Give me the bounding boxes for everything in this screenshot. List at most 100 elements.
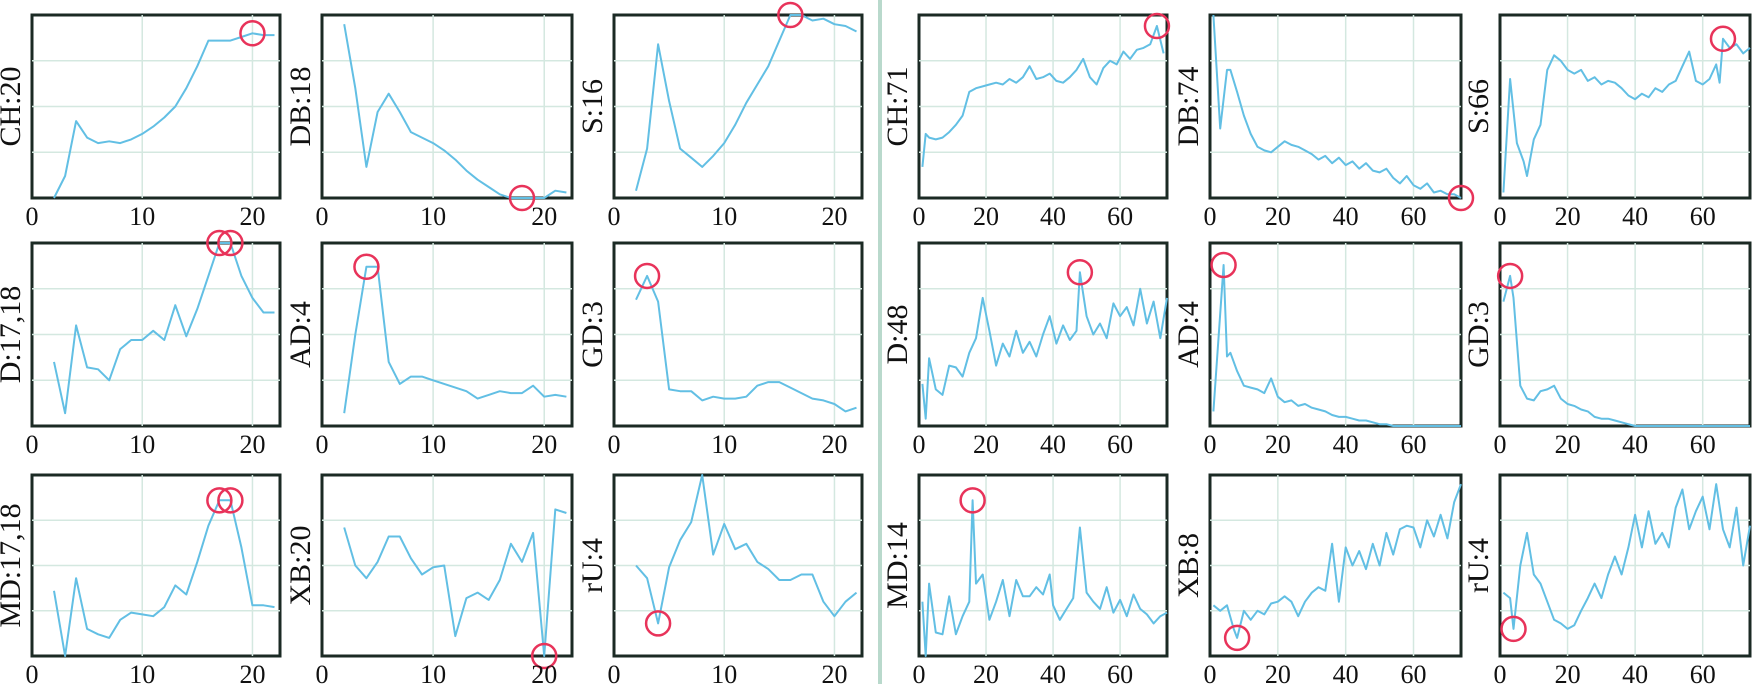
x-tick-label: 10 [711, 660, 737, 684]
panel-gd-3-marked-point [633, 262, 661, 290]
panel-ch-71-marked-point [1143, 12, 1171, 40]
x-tick-label: 0 [608, 202, 621, 231]
x-tick-label: 60 [1401, 660, 1427, 684]
x-tick-label: 20 [1265, 202, 1291, 231]
panel-md-17-18-marked-point [217, 487, 244, 514]
x-tick-label: 0 [913, 660, 926, 684]
x-tick-label: 20 [239, 660, 265, 684]
panel-ru-4-series-line [635, 474, 858, 625]
panel-ru-4-series-line [1502, 483, 1751, 630]
panel-md-17-18-series-line [53, 499, 275, 657]
panel-gd-3-label: GD:3 [576, 301, 609, 368]
x-tick-label: 20 [973, 660, 999, 684]
x-tick-label: 0 [26, 202, 39, 231]
panel-s-66-series-line [1502, 37, 1751, 193]
x-tick-label: 20 [531, 202, 557, 231]
panel-ch-20-label: CH:20 [0, 66, 27, 146]
panel-db-74-series-line [1212, 14, 1462, 199]
x-tick-label: 40 [1622, 202, 1648, 231]
panel-md-14-label: MD:14 [881, 522, 914, 609]
x-tick-label: 20 [531, 660, 557, 684]
panel-ad-4-series-line [1212, 264, 1461, 427]
x-tick-label: 40 [1333, 430, 1359, 459]
panel-md-17-18-label: MD:17,18 [0, 503, 27, 627]
x-tick-label: 20 [239, 430, 265, 459]
panel-xb-8-series-line [1212, 483, 1462, 639]
panel-d-48-marked-point [1066, 259, 1094, 286]
panel-gd-3-label: GD:3 [1462, 301, 1495, 368]
panel-s-66-marked-point [1709, 25, 1737, 53]
panel-md-17-18-marked-point [206, 487, 233, 514]
x-tick-label: 20 [1265, 430, 1291, 459]
x-tick-label: 60 [1107, 430, 1133, 459]
x-tick-label: 40 [1040, 202, 1066, 231]
x-tick-label: 0 [1204, 660, 1217, 684]
x-tick-label: 0 [1204, 430, 1217, 459]
x-tick-label: 20 [531, 430, 557, 459]
x-tick-label: 20 [821, 202, 847, 231]
panel-ru-4-marked-point [1500, 615, 1527, 643]
x-tick-label: 0 [1494, 660, 1507, 684]
x-tick-label: 0 [26, 660, 39, 684]
x-tick-label: 10 [420, 660, 446, 684]
panel-ch-71-label: CH:71 [881, 66, 914, 146]
panel-s-66-label: S:66 [1462, 79, 1495, 134]
x-tick-label: 40 [1622, 430, 1648, 459]
x-tick-label: 0 [913, 430, 926, 459]
panel-ru-4-label: rU:4 [1462, 538, 1495, 593]
panel-d-48-series-line [921, 271, 1168, 420]
panel-s-16-label: S:16 [576, 79, 609, 134]
x-tick-label: 0 [1204, 202, 1217, 231]
panel-d-17-18-marked-point [206, 229, 233, 257]
x-tick-label: 10 [129, 660, 155, 684]
x-tick-label: 60 [1690, 660, 1716, 684]
x-tick-label: 60 [1107, 660, 1133, 684]
x-tick-label: 60 [1690, 430, 1716, 459]
panel-d-17-18-label: D:17,18 [0, 286, 27, 384]
x-tick-label: 0 [316, 660, 329, 684]
panel-ru-4-label: rU:4 [576, 538, 609, 593]
x-tick-label: 60 [1107, 202, 1133, 231]
x-tick-label: 20 [1265, 660, 1291, 684]
x-tick-label: 60 [1401, 202, 1427, 231]
panel-ch-20-series-line [53, 32, 275, 199]
panel-ch-20-marked-point [239, 20, 266, 47]
x-tick-label: 10 [711, 430, 737, 459]
panel-ch-71-series-line [921, 25, 1165, 167]
x-tick-label: 40 [1333, 660, 1359, 684]
x-tick-label: 10 [420, 430, 446, 459]
panel-s-16-series-line [635, 14, 857, 191]
x-tick-label: 0 [316, 202, 329, 231]
x-tick-label: 0 [26, 430, 39, 459]
x-tick-label: 20 [1555, 430, 1581, 459]
panel-gd-3-series-line [635, 274, 857, 413]
x-tick-label: 40 [1333, 202, 1359, 231]
x-tick-label: 0 [1494, 202, 1507, 231]
panel-ad-4-label: AD:4 [1172, 301, 1205, 368]
x-tick-label: 40 [1040, 660, 1066, 684]
x-tick-label: 0 [1494, 430, 1507, 459]
panel-db-74-marked-point [1447, 184, 1475, 212]
x-tick-label: 0 [608, 660, 621, 684]
x-tick-label: 20 [821, 660, 847, 684]
panel-db-18-label: DB:18 [284, 66, 317, 146]
x-tick-label: 10 [129, 202, 155, 231]
x-tick-label: 10 [420, 202, 446, 231]
panel-d-17-18-marked-point [217, 229, 244, 257]
x-tick-label: 60 [1690, 202, 1716, 231]
panel-db-18-series-line [343, 24, 567, 199]
x-tick-label: 0 [608, 430, 621, 459]
x-tick-label: 20 [1555, 202, 1581, 231]
x-tick-label: 40 [1040, 430, 1066, 459]
x-tick-label: 20 [973, 202, 999, 231]
x-tick-label: 20 [1555, 660, 1581, 684]
panel-db-18-marked-point [508, 184, 536, 212]
panel-d-48-label: D:48 [881, 305, 914, 365]
panel-ad-4-marked-point [1210, 251, 1237, 279]
panel-ad-4-series-line [343, 265, 567, 414]
panel-ad-4-marked-point [353, 253, 380, 281]
panel-gd-3-series-line [1502, 274, 1750, 427]
panel-ad-4-label: AD:4 [284, 301, 317, 368]
panel-xb-20-marked-point [530, 642, 558, 670]
